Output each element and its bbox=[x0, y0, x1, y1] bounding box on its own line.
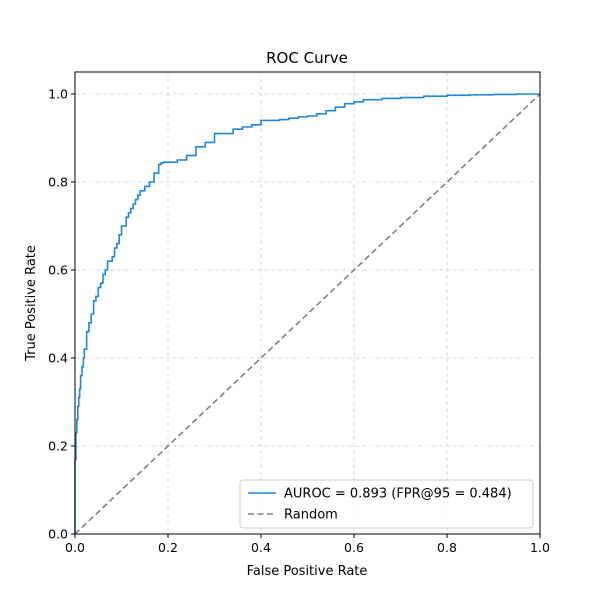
legend-entry-label: AUROC = 0.893 (FPR@95 = 0.484) bbox=[284, 487, 512, 502]
x-tick-label: 0.6 bbox=[344, 540, 364, 555]
chart-title: ROC Curve bbox=[266, 49, 348, 67]
random-baseline-line bbox=[74, 93, 541, 535]
legend-box bbox=[239, 479, 534, 529]
x-tick-label: 0.0 bbox=[65, 540, 85, 555]
roc-curve-line bbox=[74, 93, 540, 534]
x-tick-label: 0.2 bbox=[158, 540, 178, 555]
grid-lines bbox=[74, 72, 541, 535]
plot-frame bbox=[74, 71, 541, 535]
y-tick-label: 0.2 bbox=[48, 439, 68, 454]
y-tick-label: 0.6 bbox=[48, 263, 68, 278]
y-tick-label: 0.0 bbox=[48, 527, 68, 542]
x-tick-label: 0.8 bbox=[437, 540, 457, 555]
x-axis-label: False Positive Rate bbox=[247, 564, 368, 579]
y-axis-ticks: 0.0 0.2 0.4 0.6 0.8 1.0 bbox=[48, 87, 75, 542]
x-axis-ticks: 0.0 0.2 0.4 0.6 0.8 1.0 bbox=[65, 534, 550, 555]
y-tick-label: 0.8 bbox=[48, 175, 68, 190]
y-tick-label: 1.0 bbox=[48, 87, 68, 102]
legend: AUROC = 0.893 (FPR@95 = 0.484) Random bbox=[239, 479, 534, 529]
x-tick-label: 0.4 bbox=[251, 540, 271, 555]
y-tick-label: 0.4 bbox=[48, 351, 68, 366]
plot-lines bbox=[74, 93, 541, 535]
y-axis-label: True Positive Rate bbox=[24, 245, 39, 362]
x-tick-label: 1.0 bbox=[530, 540, 550, 555]
legend-entry-label: Random bbox=[284, 508, 338, 523]
